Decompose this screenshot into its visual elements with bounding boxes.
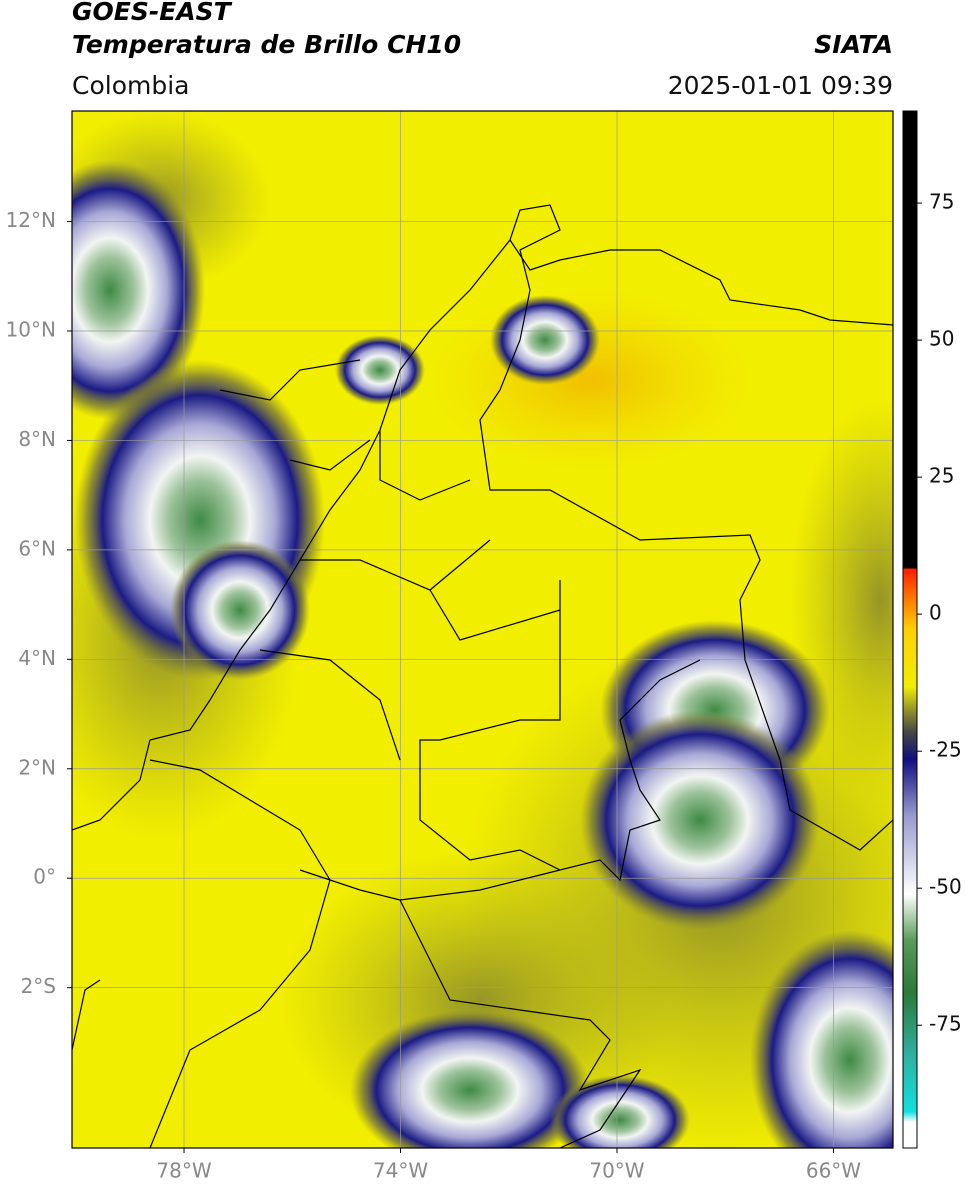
lon-label: 74°W: [373, 1159, 428, 1183]
satellite-image: [72, 111, 893, 1148]
source: SIATA: [814, 30, 893, 59]
lat-label: 12°N: [6, 208, 56, 232]
colorbar-label: 50: [929, 327, 954, 351]
lat-label: 4°N: [18, 646, 56, 670]
lat-label: 8°N: [18, 427, 56, 451]
colorbar: [902, 110, 918, 1149]
lon-label: 70°W: [589, 1159, 644, 1183]
colorbar-label: 25: [929, 464, 954, 488]
lat-label: 10°N: [6, 317, 56, 341]
borders: [72, 204, 893, 1148]
lat-label: 6°N: [18, 536, 56, 560]
lat-label: 2°S: [21, 974, 56, 998]
title: GOES-EAST: [72, 0, 233, 26]
lat-label: 2°N: [18, 755, 56, 779]
map-frame: [71, 110, 894, 1149]
lon-label: 66°W: [806, 1159, 861, 1183]
colorbar-label: -50: [929, 875, 962, 899]
colorbar-label: -75: [929, 1012, 962, 1036]
colorbar-label: 75: [929, 190, 954, 214]
colorbar-label: 0: [929, 601, 942, 625]
colorbar-label: -25: [929, 738, 962, 762]
lon-label: 78°W: [156, 1159, 211, 1183]
lat-label: 0°: [33, 865, 56, 889]
region: Colombia: [72, 71, 189, 100]
subtitle: Temperatura de Brillo CH10: [72, 30, 461, 59]
datetime: 2025-01-01 09:39: [668, 71, 893, 100]
